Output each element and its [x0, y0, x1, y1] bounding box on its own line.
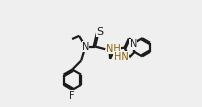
Text: S: S: [97, 27, 104, 37]
Text: F: F: [69, 91, 74, 101]
Text: N: N: [130, 39, 137, 49]
Text: HN: HN: [114, 52, 128, 62]
Text: N: N: [82, 42, 89, 52]
Text: NH: NH: [106, 44, 121, 54]
